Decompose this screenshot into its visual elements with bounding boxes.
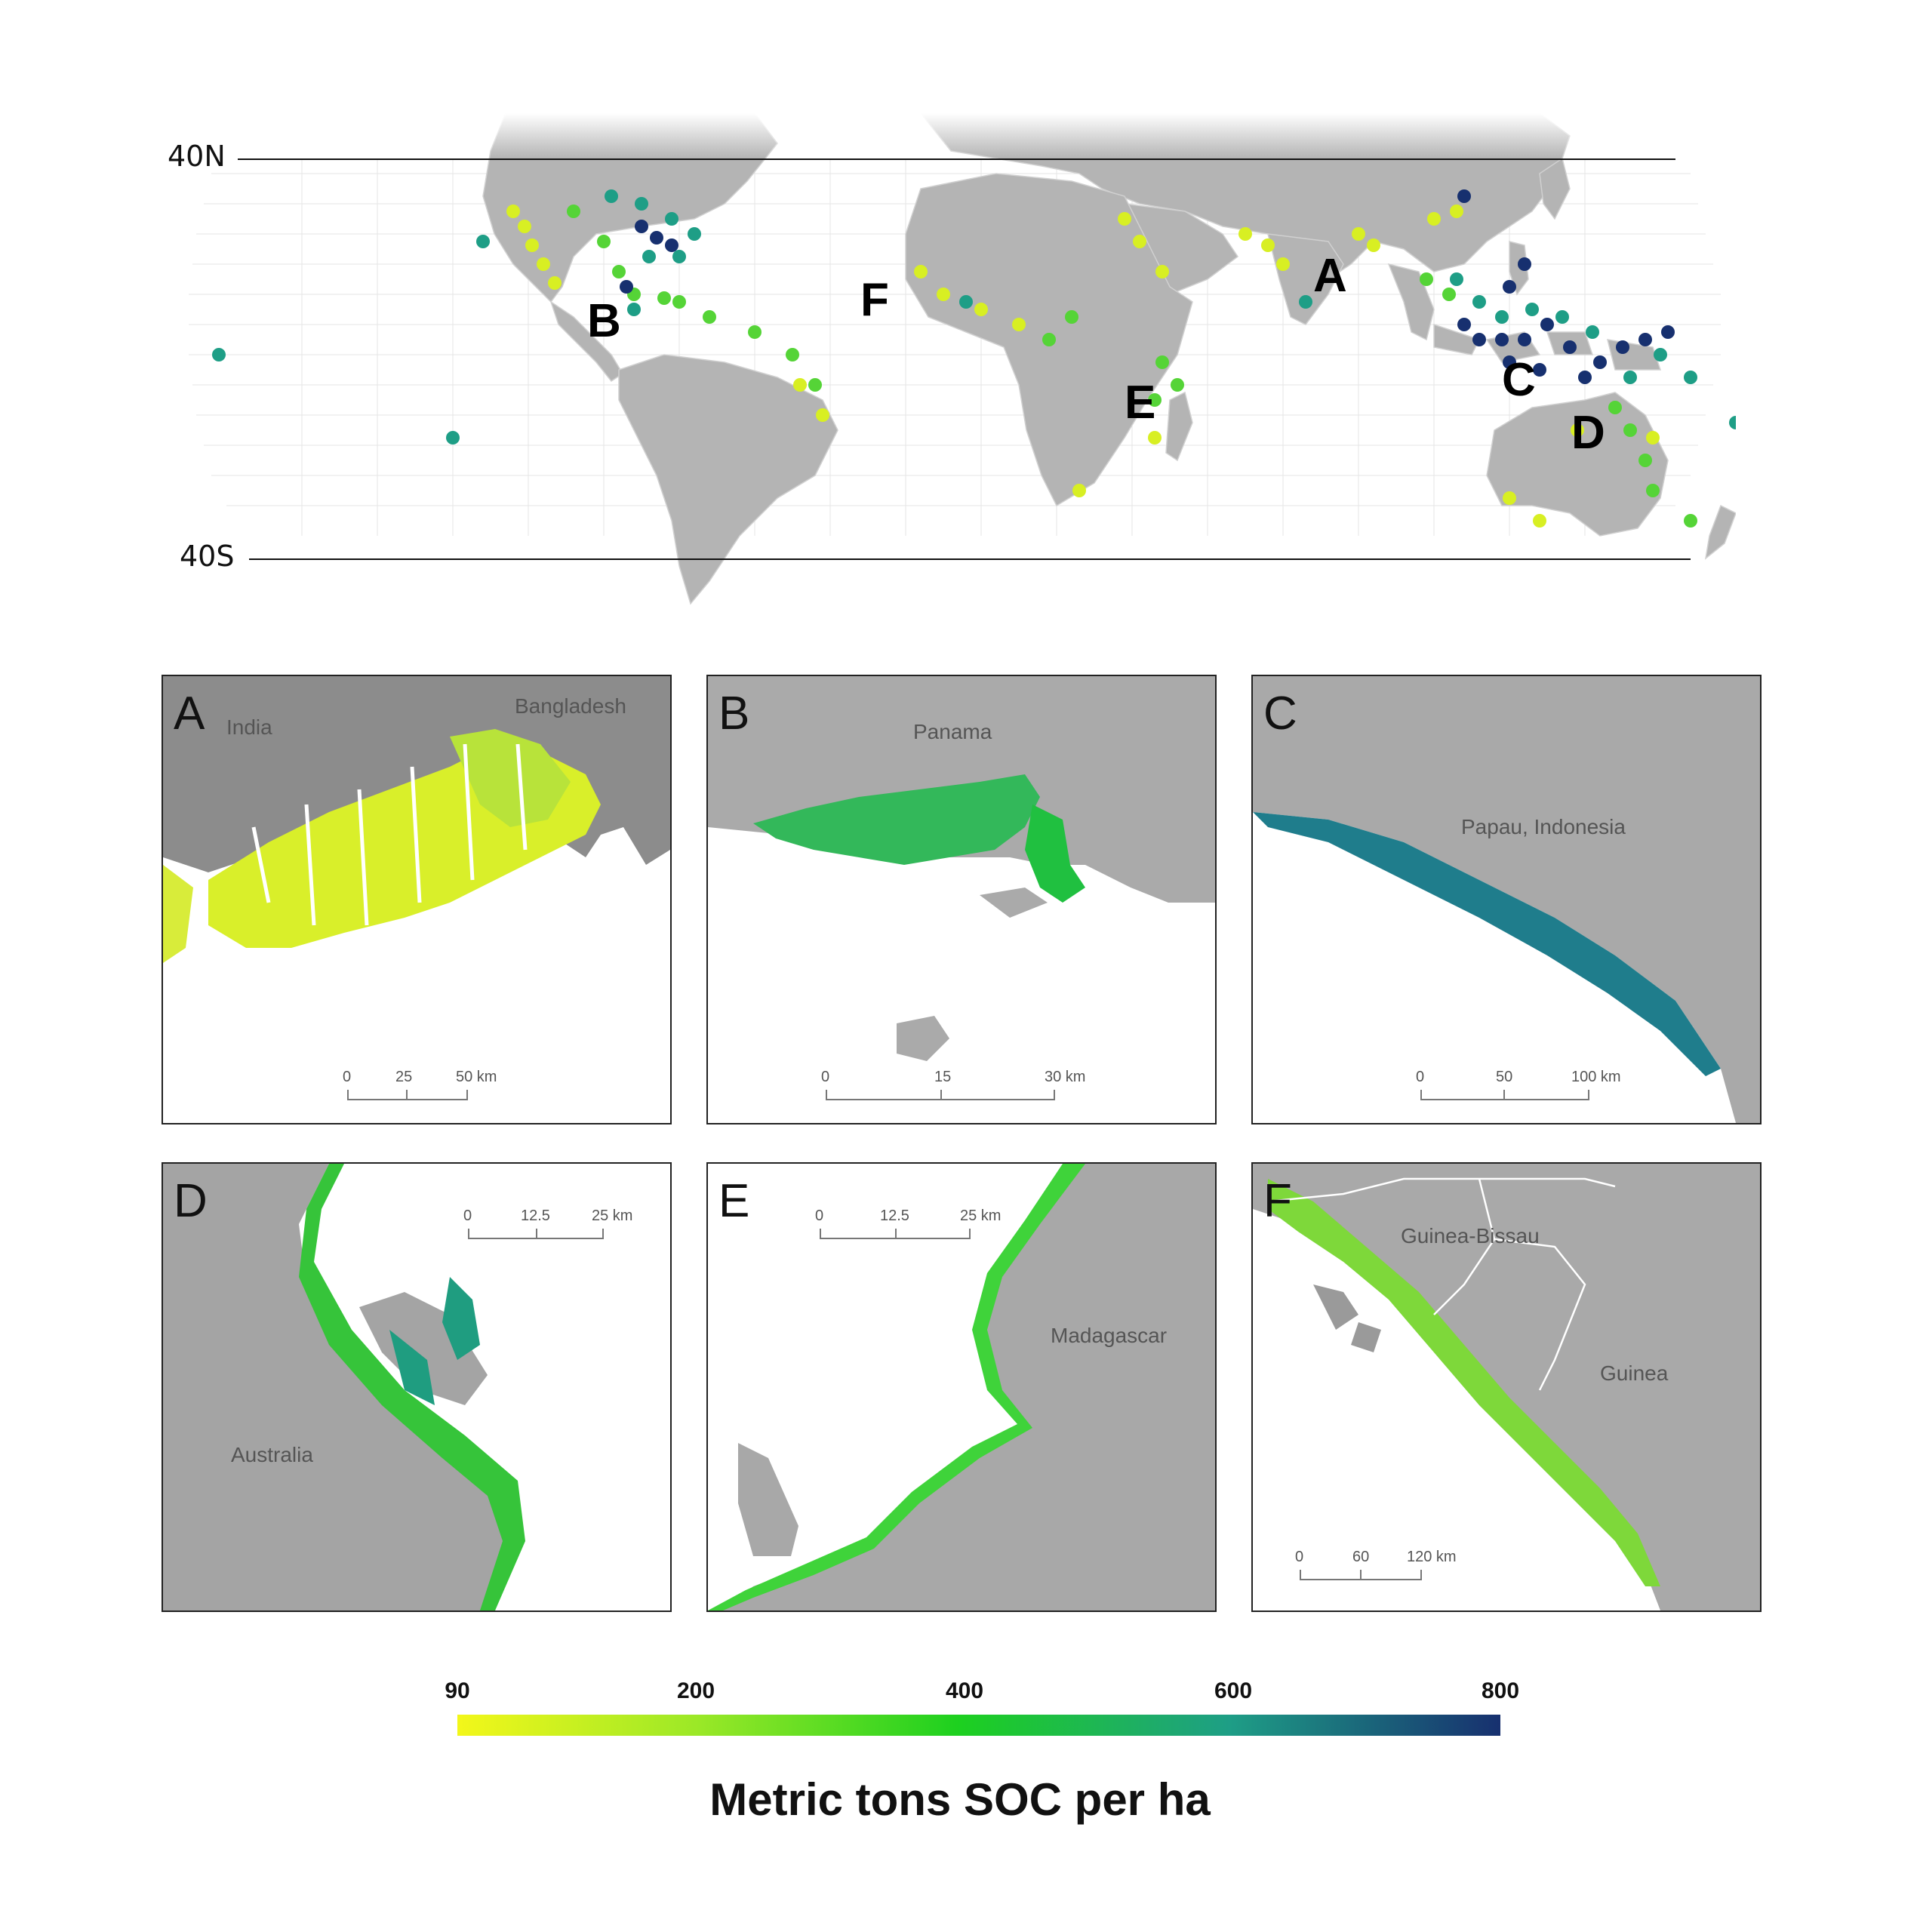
colorbar-tick-90: 90 — [445, 1678, 470, 1703]
latitude-line-40s — [249, 558, 1691, 560]
world-map — [151, 112, 1743, 611]
place-label-australia: Australia — [231, 1443, 313, 1466]
scale-label: 120 km — [1407, 1549, 1457, 1565]
scale-label: 25 km — [960, 1208, 1002, 1224]
place-label-bangladesh: Bangladesh — [515, 694, 626, 718]
colorbar-tick-400: 400 — [945, 1678, 984, 1703]
scale-label: 0 — [815, 1208, 824, 1224]
mangrove-soc-hexes — [212, 189, 1743, 528]
scale-bar-c: 0 50 100 km — [1416, 1069, 1621, 1106]
latitude-label-40s: 40S — [180, 540, 235, 573]
panel-b-map — [708, 676, 1215, 1123]
panel-letter-e: E — [718, 1175, 750, 1227]
scale-bar-f: 0 60 120 km — [1295, 1549, 1481, 1586]
scale-label: 12.5 — [880, 1208, 909, 1224]
latitude-label-40n: 40N — [168, 140, 226, 173]
scale-label: 30 km — [1045, 1069, 1086, 1085]
place-label-guinea: Guinea — [1600, 1361, 1669, 1385]
map-marker-f: F — [860, 274, 889, 326]
panel-letter-d: D — [174, 1175, 208, 1227]
colorbar-title: Metric tons SOC per ha — [709, 1774, 1211, 1825]
scale-label: 25 km — [592, 1208, 633, 1224]
map-marker-b: B — [587, 295, 621, 347]
scale-label: 0 — [821, 1069, 830, 1085]
landmasses — [482, 112, 1737, 605]
scale-label: 12.5 — [521, 1208, 550, 1224]
colorbar-tick-800: 800 — [1481, 1678, 1520, 1703]
map-marker-d: D — [1571, 407, 1605, 459]
panel-letter-c: C — [1263, 688, 1297, 740]
latitude-line-40n — [238, 158, 1675, 160]
scale-label: 0 — [1295, 1549, 1304, 1565]
panel-letter-a: A — [174, 688, 205, 740]
scale-label: 50 km — [456, 1069, 497, 1085]
scale-label: 60 — [1352, 1549, 1370, 1565]
map-marker-c: C — [1502, 354, 1536, 406]
scale-label: 25 — [395, 1069, 413, 1085]
place-label-papua-indonesia: Papau, Indonesia — [1461, 815, 1626, 838]
inset-panel-b: B Panama 0 15 30 km — [706, 675, 1217, 1124]
place-label-guinea-bissau: Guinea-Bissau — [1401, 1224, 1540, 1247]
inset-panel-a: A India Bangladesh 0 25 50 km — [162, 675, 672, 1124]
panel-f-map — [1253, 1164, 1760, 1611]
scale-label: 15 — [934, 1069, 952, 1085]
colorbar-tick-200: 200 — [676, 1678, 715, 1703]
colorbar — [457, 1715, 1500, 1736]
inset-panel-f: F Guinea-Bissau Guinea 0 60 120 km — [1251, 1162, 1762, 1612]
scale-label: 50 — [1496, 1069, 1513, 1085]
inset-panel-d: D Australia 0 12.5 25 km — [162, 1162, 672, 1612]
panel-letter-f: F — [1263, 1175, 1292, 1227]
scale-label: 0 — [463, 1208, 472, 1224]
scale-label: 100 km — [1571, 1069, 1621, 1085]
place-label-madagascar: Madagascar — [1051, 1324, 1168, 1347]
inset-panel-c: C Papau, Indonesia 0 50 100 km — [1251, 675, 1762, 1124]
panel-a-map — [163, 676, 670, 1123]
scale-label: 0 — [343, 1069, 352, 1085]
scale-label: 0 — [1416, 1069, 1425, 1085]
scale-bar-b: 0 15 30 km — [821, 1069, 1097, 1106]
panel-letter-b: B — [718, 688, 750, 740]
scale-bar-a: 0 25 50 km — [343, 1069, 497, 1106]
scale-bar-e: 0 12.5 25 km — [815, 1208, 1002, 1245]
map-marker-a: A — [1313, 250, 1347, 302]
map-marker-e: E — [1125, 377, 1156, 429]
panel-c-map — [1253, 676, 1760, 1123]
world-map-graphic — [151, 112, 1743, 605]
place-label-india: India — [226, 715, 272, 739]
colorbar-tick-600: 600 — [1214, 1678, 1253, 1703]
scale-bar-d: 0 12.5 25 km — [463, 1208, 642, 1245]
place-label-panama: Panama — [913, 720, 992, 743]
inset-panel-e: E Madagascar 0 12.5 25 km — [706, 1162, 1217, 1612]
